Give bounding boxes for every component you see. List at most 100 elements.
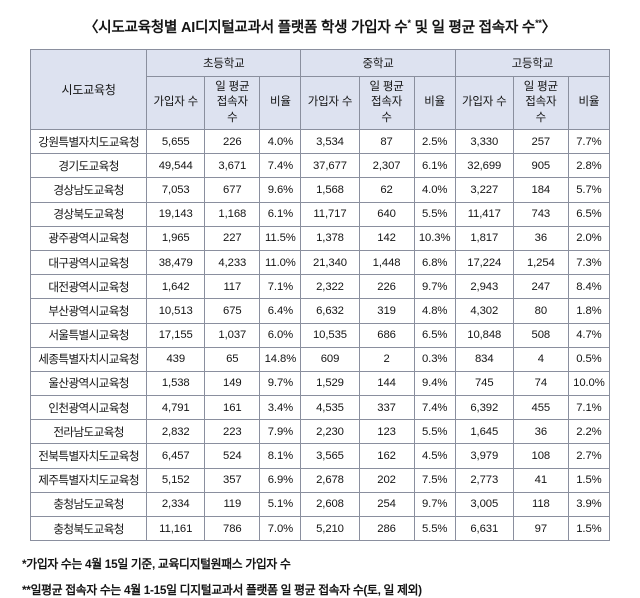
- cell-middle-join: 1,568: [300, 177, 360, 203]
- cell-high-join: 3,330: [454, 128, 514, 155]
- cell-middle-join: 21,340: [300, 249, 360, 276]
- cell-middle-avg: 62: [358, 177, 415, 203]
- cell-elementary-avg: 675: [204, 298, 261, 324]
- cell-elementary-rate: 11.5%: [259, 225, 302, 251]
- table-header-group-row: 시도교육청 초등학교 중학교 고등학교: [29, 49, 611, 130]
- cell-elementary-avg: 149: [204, 370, 261, 397]
- cell-middle-join: 3,534: [300, 128, 360, 155]
- cell-middle-avg: 123: [358, 419, 415, 445]
- cell-high-rate: 7.1%: [567, 395, 611, 421]
- cell-middle-join: 3,565: [300, 443, 360, 469]
- cell-region: 광주광역시교육청: [29, 225, 148, 251]
- cell-elementary-rate: 6.4%: [259, 298, 302, 324]
- column-header-elementary-join: 가입자 수: [146, 76, 206, 130]
- cell-elementary-avg: 4,233: [204, 249, 261, 276]
- cell-high-rate: 2.0%: [567, 225, 611, 251]
- cell-high-rate: 3.9%: [567, 491, 611, 518]
- cell-elementary-join: 19,143: [146, 201, 206, 227]
- cell-middle-join: 2,608: [300, 491, 360, 518]
- cell-middle-rate: 7.5%: [413, 467, 456, 493]
- cell-region: 서울특별시교육청: [29, 322, 148, 348]
- cell-middle-join: 2,322: [300, 274, 360, 300]
- avg-label-line2: 접속자: [525, 96, 557, 109]
- cell-elementary-join: 4,791: [146, 395, 206, 421]
- cell-middle-join: 4,535: [300, 395, 360, 421]
- cell-elementary-avg: 227: [204, 225, 261, 251]
- page-title: 〈시도교육청별 AI디지털교과서 플랫폼 학생 가입자 수* 및 일 평균 접속…: [0, 0, 640, 49]
- cell-high-rate: 7.7%: [567, 128, 611, 155]
- cell-middle-rate: 9.4%: [413, 370, 456, 397]
- cell-high-rate: 1.5%: [567, 515, 611, 542]
- cell-high-rate: 5.7%: [567, 177, 611, 203]
- title-footnote-marker-1: *: [407, 18, 411, 29]
- cell-high-avg: 97: [512, 515, 569, 542]
- cell-high-join: 2,773: [454, 467, 514, 493]
- table-row: 충청북도교육청 11,161 786 7.0% 5,210 286 5.5% 6,631 97 1…: [29, 515, 611, 542]
- cell-middle-avg: 2,307: [358, 153, 415, 179]
- cell-high-avg: 74: [512, 370, 569, 397]
- cell-middle-avg: 142: [358, 225, 415, 251]
- table-header: 시도교육청 초등학교 중학교 고등학교 가입자 수 일 평균 접속자 수 비율 …: [29, 49, 611, 130]
- cell-elementary-avg: 226: [204, 128, 261, 155]
- column-header-high-join: 가입자 수: [454, 76, 514, 130]
- cell-middle-avg: 1,448: [358, 249, 415, 276]
- cell-middle-rate: 6.1%: [413, 153, 456, 179]
- cell-middle-avg: 686: [358, 322, 415, 348]
- cell-middle-rate: 4.0%: [413, 177, 456, 203]
- cell-middle-avg: 640: [358, 201, 415, 227]
- cell-elementary-join: 2,832: [146, 419, 206, 445]
- cell-high-avg: 36: [512, 419, 569, 445]
- cell-middle-join: 609: [300, 346, 360, 372]
- cell-region: 울산광역시교육청: [29, 370, 148, 397]
- table-row: 경상남도교육청 7,053 677 9.6% 1,568 62 4.0% 3,227 184 5.…: [29, 177, 611, 203]
- cell-middle-join: 5,210: [300, 515, 360, 542]
- cell-elementary-avg: 786: [204, 515, 261, 542]
- cell-high-join: 3,979: [454, 443, 514, 469]
- cell-region: 강원특별자치도교육청: [29, 128, 148, 155]
- cell-elementary-rate: 9.7%: [259, 370, 302, 397]
- column-header-high-avg: 일 평균 접속자 수: [512, 76, 569, 130]
- cell-high-avg: 743: [512, 201, 569, 227]
- cell-elementary-rate: 11.0%: [259, 249, 302, 276]
- cell-middle-rate: 4.5%: [413, 443, 456, 469]
- cell-elementary-avg: 357: [204, 467, 261, 493]
- table-header-sub-row: 가입자 수 일 평균 접속자 수 비율 가입자 수 일 평균 접속자 수 비율 …: [31, 76, 611, 130]
- cell-middle-avg: 2: [358, 346, 415, 372]
- cell-elementary-avg: 524: [204, 443, 261, 469]
- cell-elementary-rate: 6.9%: [259, 467, 302, 493]
- avg-label-line3: 수: [535, 111, 547, 124]
- column-header-middle-avg: 일 평균 접속자 수: [358, 76, 415, 130]
- avg-label-line3: 수: [227, 111, 238, 124]
- cell-high-rate: 4.7%: [567, 322, 611, 348]
- avg-label-line1: 일 평균: [523, 80, 558, 93]
- cell-high-join: 11,417: [454, 201, 514, 227]
- cell-elementary-rate: 4.0%: [259, 128, 302, 155]
- table-row: 경기도교육청 49,544 3,671 7.4% 37,677 2,307 6.1% 32,6…: [29, 153, 611, 179]
- cell-high-join: 2,943: [454, 274, 514, 300]
- cell-high-avg: 508: [512, 322, 569, 348]
- column-header-middle-join: 가입자 수: [300, 76, 360, 130]
- avg-label-line3: 수: [381, 111, 392, 124]
- cell-elementary-join: 439: [146, 346, 206, 372]
- cell-elementary-avg: 117: [204, 274, 261, 300]
- table-row: 전라남도교육청 2,832 223 7.9% 2,230 123 5.5% 1,645 36 2.…: [29, 419, 611, 445]
- cell-elementary-avg: 119: [204, 491, 261, 518]
- cell-middle-rate: 10.3%: [413, 225, 456, 251]
- cell-middle-rate: 9.7%: [413, 274, 456, 300]
- table-row: 강원특별자치도교육청 5,655 226 4.0% 3,534 87 2.5% 3,330 25…: [29, 128, 611, 155]
- cell-elementary-avg: 161: [204, 395, 261, 421]
- cell-middle-join: 2,230: [300, 419, 360, 445]
- cell-high-rate: 8.4%: [567, 274, 611, 300]
- title-footnote-marker-2: **: [535, 18, 542, 29]
- table-body: 강원특별자치도교육청 5,655 226 4.0% 3,534 87 2.5% 3,330 25…: [29, 128, 611, 542]
- table-row: 제주특별자치도교육청 5,152 357 6.9% 2,678 202 7.5% 2,773 4…: [29, 467, 611, 493]
- table-row: 경상북도교육청 19,143 1,168 6.1% 11,717 640 5.5% 11,41…: [29, 201, 611, 227]
- cell-middle-avg: 144: [358, 370, 415, 397]
- cell-middle-rate: 6.5%: [413, 322, 456, 348]
- cell-elementary-avg: 1,037: [204, 322, 261, 348]
- cell-high-join: 745: [454, 370, 514, 397]
- avg-label-line1: 일 평균: [369, 80, 404, 93]
- cell-high-rate: 2.2%: [567, 419, 611, 445]
- table-row: 대구광역시교육청 38,479 4,233 11.0% 21,340 1,448 6.8% 1…: [29, 249, 611, 276]
